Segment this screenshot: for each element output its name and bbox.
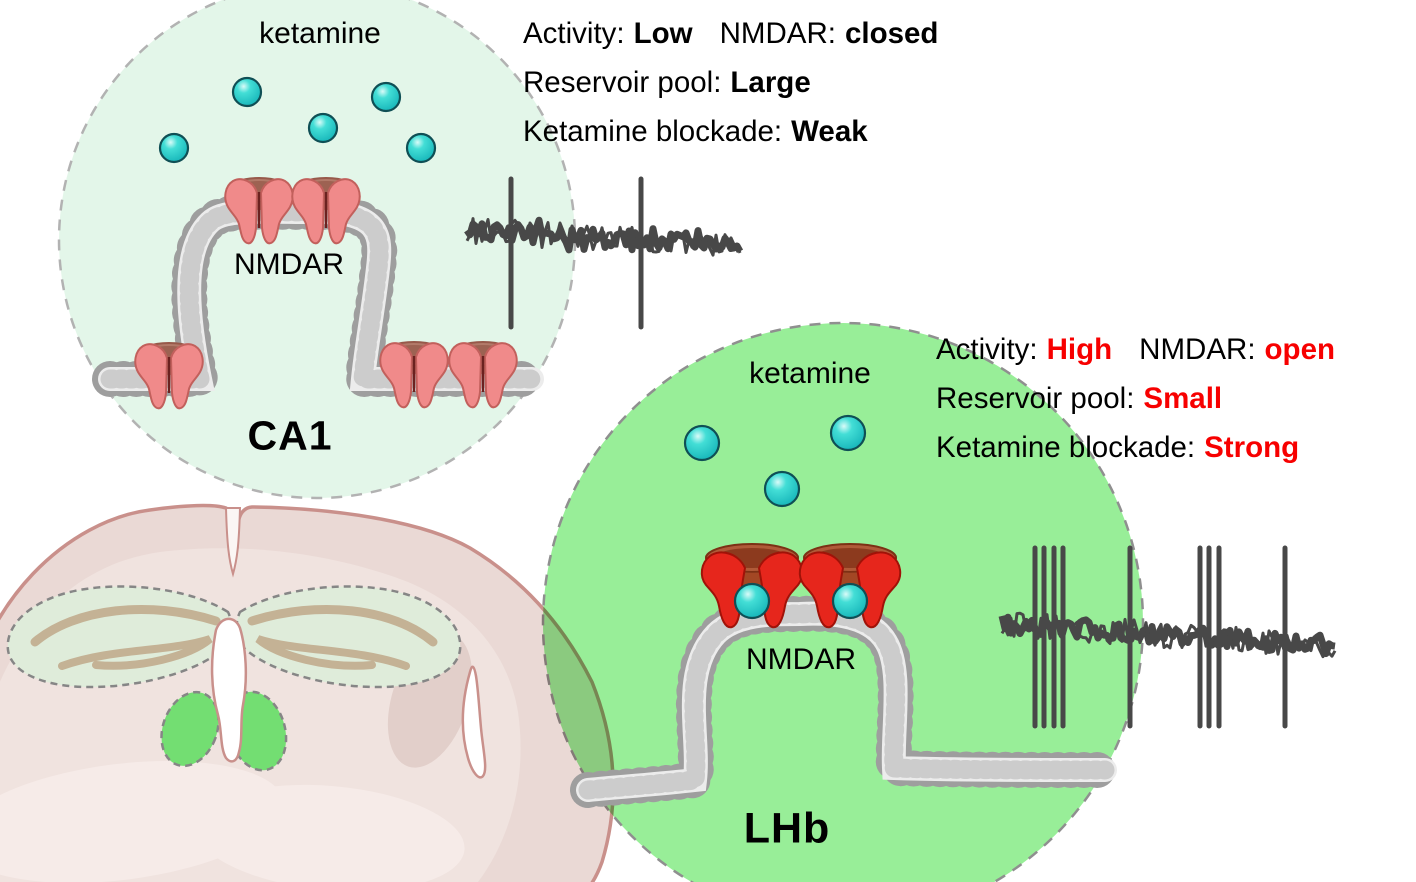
lhb-activity-label: Activity: xyxy=(936,333,1038,366)
lhb-region-label: LHb xyxy=(743,804,831,853)
ca1-info-line-3: Ketamine blockade: Weak xyxy=(523,107,938,156)
ca1-info-line-1: Activity: Low NMDAR: closed xyxy=(523,9,938,58)
ca1-activity-value: Low xyxy=(633,17,693,50)
lhb-blockade-label: Ketamine blockade: xyxy=(936,431,1196,464)
habenula-left xyxy=(160,690,220,768)
ca1-nmdar-value: closed xyxy=(844,17,939,50)
third-ventricle xyxy=(210,617,248,763)
ca1-nmdar-label: NMDAR: xyxy=(719,17,836,50)
lhb-blockade-value: Strong xyxy=(1204,431,1300,464)
hippocampus-ribbon xyxy=(58,635,213,670)
lhb-reservoir-value: Small xyxy=(1143,382,1223,415)
ca1-info-block: Activity: Low NMDAR: closed Reservoir pool:… xyxy=(523,9,938,156)
lhb-info-line-3: Ketamine blockade: Strong xyxy=(936,423,1335,472)
baseline-noise-trace xyxy=(1000,611,1337,659)
lhb-nmdar-label: NMDAR: xyxy=(1139,333,1256,366)
ca1-info-line-2: Reservoir pool: Large xyxy=(523,58,938,107)
hippocampus-ribbon xyxy=(247,605,438,647)
ketamine-molecule xyxy=(405,132,437,164)
ca1-ketamine-label: ketamine xyxy=(259,17,381,50)
hippocampus-ribbon xyxy=(30,605,221,647)
lhb-reservoir-label: Reservoir pool: xyxy=(936,382,1135,415)
lhb-activity-value: High xyxy=(1046,333,1113,366)
lhb-spike-train xyxy=(998,545,1337,729)
ketamine-molecule xyxy=(763,470,801,508)
ca1-reservoir-label: Reservoir pool: xyxy=(523,66,722,99)
lateral-ventricle xyxy=(461,665,487,779)
ketamine-molecule xyxy=(370,81,402,113)
ketamine-molecule xyxy=(231,76,263,108)
ketamine-molecule xyxy=(733,582,771,620)
ca1-nmdar-caption: NMDAR xyxy=(234,248,344,281)
ca1-blockade-value: Weak xyxy=(791,115,868,148)
brain-basal-shape xyxy=(0,761,284,882)
midline-fissure xyxy=(224,507,242,578)
lhb-nmdar-value: open xyxy=(1264,333,1335,366)
ca1-reservoir-value: Large xyxy=(730,66,811,99)
lhb-info-line-1: Activity: High NMDAR: open xyxy=(936,325,1335,374)
ketamine-molecule xyxy=(158,132,190,164)
lhb-molecules xyxy=(683,414,869,620)
ca1-activity-label: Activity: xyxy=(523,17,625,50)
ketamine-molecule xyxy=(831,582,869,620)
ketamine-molecule xyxy=(307,112,339,144)
lhb-ketamine-label: ketamine xyxy=(749,357,871,390)
lhb-info-line-2: Reservoir pool: Small xyxy=(936,374,1335,423)
lhb-nmdar-caption: NMDAR xyxy=(746,643,856,676)
ketamine-molecule xyxy=(829,414,867,452)
ca1-region-label: CA1 xyxy=(247,412,333,459)
ca1-blockade-label: Ketamine blockade: xyxy=(523,115,783,148)
brain-basal-shape xyxy=(195,784,465,882)
lhb-info-block: Activity: High NMDAR: open Reservoir pool: S… xyxy=(936,325,1335,472)
ca1-spike-train xyxy=(464,176,744,330)
lhb-membrane xyxy=(570,595,1123,808)
ketamine-molecule xyxy=(683,424,721,462)
ca1-molecules xyxy=(158,76,437,164)
hippocampus-ribbon xyxy=(255,635,410,670)
brain-section xyxy=(0,503,615,882)
